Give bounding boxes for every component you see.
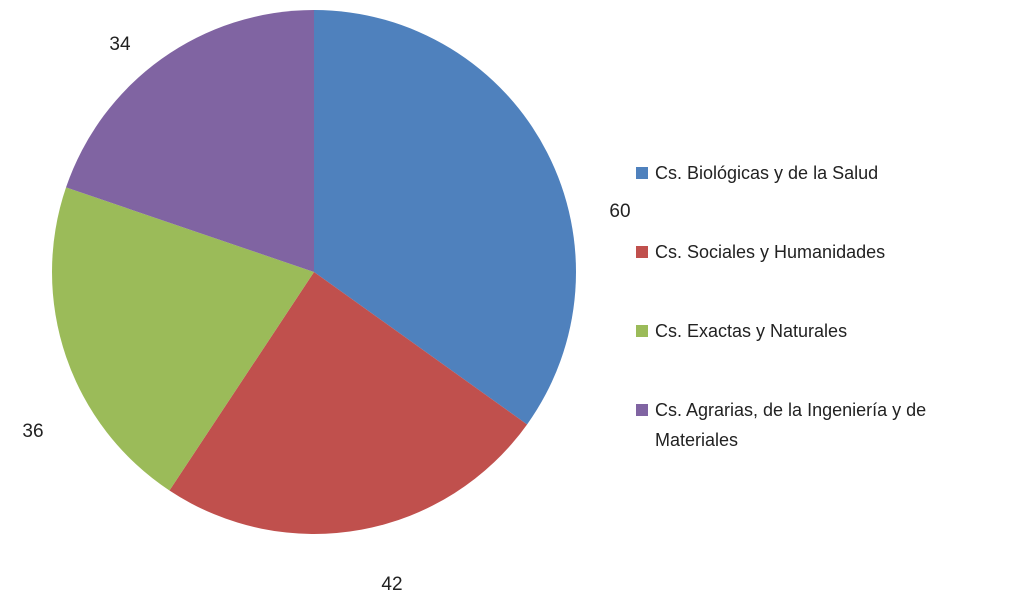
legend-swatch bbox=[636, 246, 648, 258]
pie-slice bbox=[314, 10, 576, 425]
legend-item: Cs. Biológicas y de la Salud bbox=[636, 158, 966, 188]
data-label: 36 bbox=[22, 421, 43, 442]
legend-item: Cs. Agrarias, de la Ingeniería y de Mate… bbox=[636, 395, 966, 455]
legend-label: Cs. Exactas y Naturales bbox=[655, 321, 848, 341]
pie-slice bbox=[169, 272, 528, 534]
data-label: 34 bbox=[109, 34, 131, 55]
legend-label: Cs. Sociales y Humanidades bbox=[655, 242, 886, 262]
legend-swatch bbox=[636, 167, 648, 179]
legend-swatch bbox=[636, 325, 648, 337]
data-label: 42 bbox=[381, 574, 402, 595]
legend-label: Cs. Agrarias, de la Ingeniería y de Mate… bbox=[655, 400, 927, 450]
legend-item: Cs. Sociales y Humanidades bbox=[636, 237, 966, 267]
legend-label: Cs. Biológicas y de la Salud bbox=[655, 163, 879, 183]
legend: Cs. Biológicas y de la Salud Cs. Sociales… bbox=[636, 158, 966, 504]
pie-slice bbox=[66, 10, 314, 272]
pie-slice bbox=[51, 187, 314, 491]
data-label: 60 bbox=[609, 201, 630, 222]
legend-swatch bbox=[636, 404, 648, 416]
legend-item: Cs. Exactas y Naturales bbox=[636, 316, 966, 346]
